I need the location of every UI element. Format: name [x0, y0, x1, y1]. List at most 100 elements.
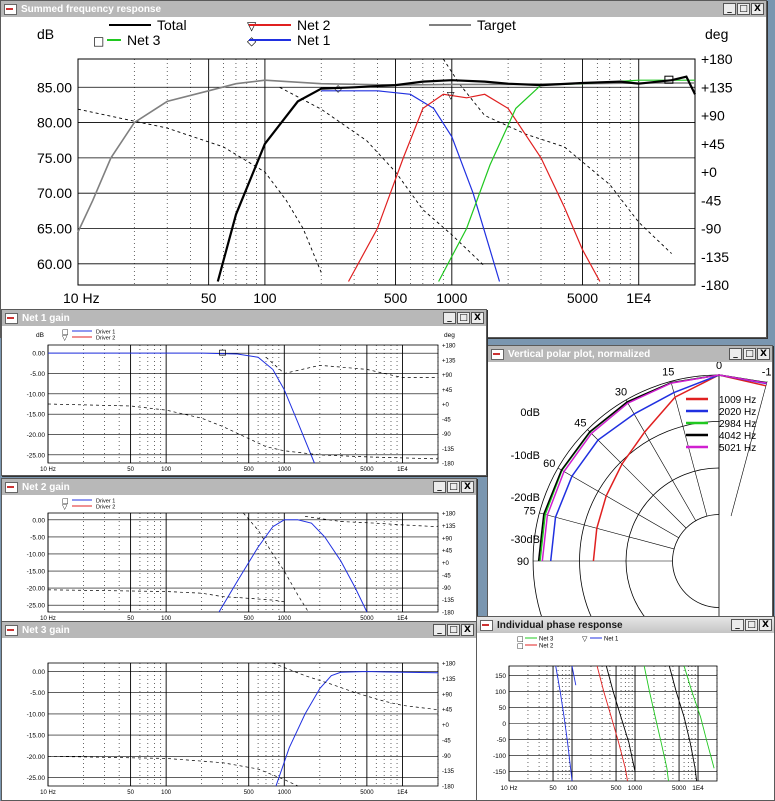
phase-x-tick: 50: [549, 785, 557, 792]
net1-phase-tick: -90: [442, 432, 451, 438]
net2-gain-line: [218, 519, 368, 613]
net2-titlebar[interactable]: Net 2 gain _ □ X: [2, 479, 476, 495]
summed-right-unit: deg: [705, 26, 728, 42]
net1-x-tick: 50: [127, 467, 134, 473]
phase-window[interactable]: Individual phase response _ □ X 150 100 50…: [476, 616, 775, 801]
summed-response-window[interactable]: Summed frequency response _ □ X 85.00 80.…: [0, 0, 767, 338]
maximize-button[interactable]: □: [457, 312, 470, 324]
net3-plot-area: [47, 662, 439, 787]
net3-x-tick: 50: [127, 790, 134, 796]
net3-marker: [664, 75, 674, 84]
minimize-button[interactable]: _: [723, 3, 736, 15]
minimize-button[interactable]: _: [731, 619, 744, 631]
net2-gain-window[interactable]: Net 2 gain _ □ X 0.00 -5.00 -10.00 -15.00 -2…: [1, 478, 477, 625]
maximize-button[interactable]: □: [743, 348, 756, 360]
polar-legend-label: 5021 Hz: [719, 443, 756, 454]
net3-y-tick: -25.00: [27, 775, 46, 782]
net2-phase-tick: +135: [442, 524, 456, 530]
net1-chart[interactable]: 0.00 -5.00 -10.00 -15.00 -20.00 -25.00 +180 +13…: [2, 326, 486, 475]
net3-gain-line: [275, 670, 439, 787]
chart-window-icon: [491, 348, 504, 360]
polar-db-circle: [672, 514, 720, 608]
polar-angle-ray: [587, 429, 687, 529]
close-button[interactable]: X: [461, 481, 474, 493]
phase-y-tick: 100: [495, 689, 506, 696]
net1-phase-line: [265, 356, 438, 378]
summed-y-tick: 70.00: [37, 185, 72, 201]
polar-title: Vertical polar plot, normalized: [508, 348, 651, 360]
net2-phase-tick: -180: [442, 611, 455, 617]
phase-line: [668, 665, 698, 782]
polar-window[interactable]: Vertical polar plot, normalized _ □ X 0d…: [487, 345, 773, 632]
minimize-button[interactable]: _: [433, 624, 446, 636]
net1-y-tick: -15.00: [27, 412, 46, 419]
net1-phase-tick: +45: [442, 388, 453, 394]
net1-line: [321, 90, 501, 282]
summed-title: Summed frequency response: [21, 3, 162, 15]
minimize-button[interactable]: _: [443, 312, 456, 324]
net3-line: [438, 79, 695, 282]
polar-angle-label: 0: [716, 362, 722, 372]
close-button[interactable]: X: [471, 312, 484, 324]
net2-x-tick: 5000: [360, 616, 374, 622]
net1-x-tick: 500: [244, 467, 255, 473]
phase-y-tick: 0: [502, 721, 506, 728]
summed-phase-tick: +0: [701, 164, 717, 180]
phase-titlebar[interactable]: Individual phase response _ □ X: [477, 617, 774, 633]
net3-phase-line: [47, 755, 298, 787]
polar-chart[interactable]: 0dB -10dB -20dB -30dB 90 75 60 45 30 15 0 -15 1009 H…: [488, 362, 772, 631]
total-line: [216, 75, 696, 282]
net3-chart[interactable]: 0.00 -5.00 -10.00 -15.00 -20.00 -25.00 +180 +13…: [2, 638, 476, 800]
net1-titlebar[interactable]: Net 1 gain _ □ X: [2, 310, 486, 326]
close-button[interactable]: X: [461, 624, 474, 636]
polar-response-line: [549, 374, 767, 562]
net3-phase-tick: -180: [442, 785, 455, 791]
phase-x-tick: 500: [611, 785, 622, 792]
summed-x-tick: 1E4: [626, 290, 651, 306]
polar-db-circle: [579, 421, 720, 631]
phase-y-tick: -100: [493, 753, 506, 760]
maximize-button[interactable]: □: [745, 619, 758, 631]
summed-left-unit: dB: [37, 26, 54, 42]
net2-chart[interactable]: 0.00 -5.00 -10.00 -15.00 -20.00 -25.00 +180 +13…: [2, 495, 476, 624]
net2-phase-tick: +90: [442, 536, 453, 542]
net3-phase-tick: +180: [442, 662, 456, 668]
net3-phase-tick: +45: [442, 708, 453, 714]
net3-y-tick: 0.00: [32, 669, 45, 676]
summed-titlebar[interactable]: Summed frequency response _ □ X: [1, 1, 766, 17]
net2-phase-tick: +45: [442, 549, 453, 555]
legend-label: Net 3: [127, 32, 161, 48]
net2-x-tick: 1E4: [397, 616, 408, 622]
polar-angle-ray: [625, 399, 697, 521]
phase-x-tick: 10 Hz: [501, 785, 518, 792]
net1-x-tick: 1E4: [397, 467, 408, 473]
close-button[interactable]: X: [759, 619, 772, 631]
net3-titlebar[interactable]: Net 3 gain _ □ X: [2, 622, 476, 638]
net3-x-tick: 100: [161, 790, 172, 796]
summed-phase-tick: -135: [701, 249, 729, 265]
net2-phase-line: [47, 589, 285, 603]
summed-chart[interactable]: 85.00 80.00 75.00 70.00 65.00 60.00 +180 +135 +9…: [1, 17, 766, 337]
legend-label: Target: [477, 17, 516, 33]
minimize-button[interactable]: _: [433, 481, 446, 493]
polar-titlebar[interactable]: Vertical polar plot, normalized _ □ X: [488, 346, 772, 362]
maximize-button[interactable]: □: [737, 3, 750, 15]
maximize-button[interactable]: □: [447, 624, 460, 636]
net3-title: Net 3 gain: [22, 624, 70, 636]
close-button[interactable]: X: [751, 3, 764, 15]
phase-x-tick: 5000: [672, 785, 687, 792]
polar-angle-ray: [539, 512, 675, 550]
net1-gain-window[interactable]: Net 1 gain _ □ X 0.00 -5.00 -10.00 -15.00 -2…: [1, 309, 487, 476]
net2-title: Net 2 gain: [22, 481, 70, 493]
summed-plot-area: [77, 58, 696, 286]
summed-phase-tick: +90: [701, 108, 725, 124]
maximize-button[interactable]: □: [447, 481, 460, 493]
polar-angle-label: -15: [762, 367, 772, 379]
minimize-button[interactable]: _: [729, 348, 742, 360]
chart-window-icon: [480, 619, 493, 631]
summed-y-tick: 65.00: [37, 221, 72, 237]
net1-legend-label: Driver 2: [96, 336, 115, 342]
net3-gain-window[interactable]: Net 3 gain _ □ X 0.00 -5.00 -10.00 -15.00 -2…: [1, 621, 477, 801]
close-button[interactable]: X: [757, 348, 770, 360]
